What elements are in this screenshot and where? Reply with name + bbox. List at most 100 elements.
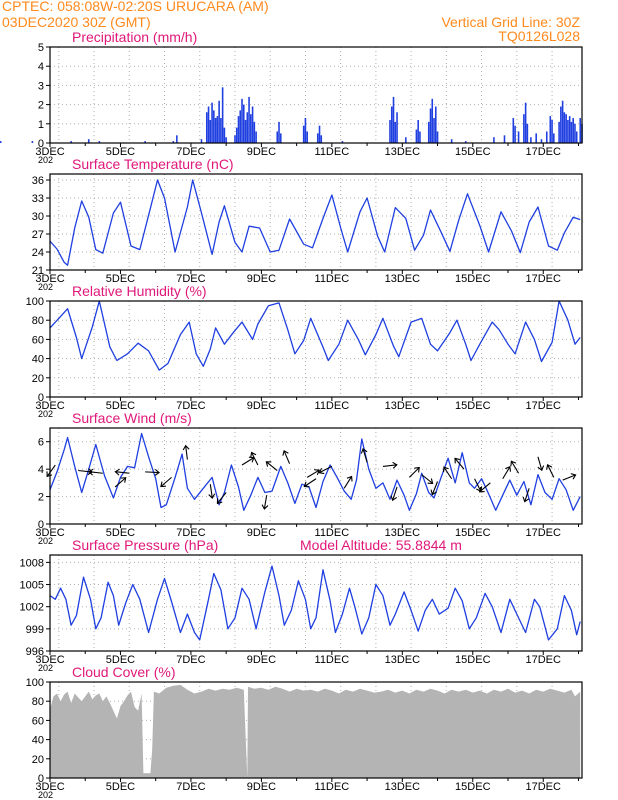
wind-arrow-shaft xyxy=(160,476,172,487)
wind-arrow-head xyxy=(505,465,511,472)
precip-bar xyxy=(450,139,453,143)
x-tick-label: 7DEC xyxy=(176,146,205,158)
x-tick-label: 7DEC xyxy=(176,654,205,666)
x-tick-label: 9DEC xyxy=(247,654,276,666)
x-tick-label: 3DEC xyxy=(35,781,64,793)
precip-bar xyxy=(205,112,208,143)
wind-arrow-shaft xyxy=(537,456,543,471)
precip-bar xyxy=(237,116,240,143)
wind-arrow-head xyxy=(392,461,398,469)
precip-bar xyxy=(563,112,566,143)
wind-arrow-shaft xyxy=(251,452,259,466)
y-tick-label: 100 xyxy=(26,296,44,308)
precip-bar xyxy=(434,106,437,143)
panel-wind: 0 2 4 6 3DEC 5DEC 7DEC 9DEC 11DEC 13DEC 15DEC 17DEC… xyxy=(35,410,583,546)
precip-bar xyxy=(320,135,323,143)
x-tick-label: 3DEC xyxy=(35,400,64,412)
y-tick-label: 30 xyxy=(32,211,44,223)
wind-arrow-head xyxy=(427,478,434,484)
precip-bar xyxy=(429,108,432,143)
panel-frame xyxy=(49,173,583,271)
y-tick-label: 60 xyxy=(32,715,44,727)
precip-bar xyxy=(211,102,213,143)
x-tick-label: 15DEC xyxy=(455,527,491,539)
wind-arrow-head xyxy=(282,449,289,456)
precip-bar xyxy=(549,116,552,143)
wind-arrow-head xyxy=(443,466,449,473)
precip-bar xyxy=(530,137,532,143)
precip-bar xyxy=(561,100,564,143)
panel-title: Surface Pressure (hPa) xyxy=(72,537,218,553)
precip-bar xyxy=(214,118,217,143)
precip-bar xyxy=(207,106,210,143)
wind-arrow xyxy=(88,468,103,476)
x-tick-label: 9DEC xyxy=(247,146,276,158)
wind-arrow-shaft xyxy=(562,474,576,481)
x-tick-label: 15DEC xyxy=(455,146,491,158)
precip-bar xyxy=(417,119,419,143)
precip-bar xyxy=(514,125,516,143)
wind-arrow-head xyxy=(303,481,310,488)
y-tick-label: 999 xyxy=(26,624,44,636)
precip-bar xyxy=(405,137,407,143)
precip-bar xyxy=(87,139,90,143)
wind-arrow xyxy=(46,464,56,478)
wind-arrow-head xyxy=(154,468,161,476)
y-tick-label: 0 xyxy=(38,138,44,150)
wind-arrow xyxy=(114,477,127,488)
wind-arrow-head xyxy=(546,464,553,470)
precip-bar xyxy=(419,131,421,143)
precip-bar xyxy=(540,139,543,143)
precip-bar xyxy=(244,119,247,143)
x-tick-label: 9DEC xyxy=(247,273,276,285)
x-tick-label: 17DEC xyxy=(526,654,562,666)
panel-temp: 21 24 27 30 33 36 3DEC 5DEC 7DEC 9DEC 11DEC 13DEC 15… xyxy=(32,156,583,292)
precip-bar xyxy=(304,118,307,143)
precip-bar xyxy=(427,121,430,143)
wind-arrow-head xyxy=(414,466,420,473)
precip-bar xyxy=(396,112,398,143)
precip-bar xyxy=(302,125,305,143)
x-year-stub: 202 xyxy=(38,790,53,800)
precip-bar xyxy=(0,141,2,143)
precip-bar xyxy=(213,110,215,143)
precip-bar xyxy=(172,141,175,143)
precip-bar xyxy=(545,131,548,143)
wind-arrow-shaft xyxy=(454,458,465,470)
x-tick-label: 7DEC xyxy=(176,273,205,285)
precip-bar xyxy=(255,131,257,143)
wind-arrow-shaft xyxy=(502,466,511,480)
wind-arrow-shaft xyxy=(88,471,103,474)
precip-bar xyxy=(574,123,576,143)
y-tick-label: 21 xyxy=(32,265,44,277)
rh-series-line xyxy=(49,300,581,371)
y-tick-label: 1008 xyxy=(20,557,44,569)
precip-bar xyxy=(276,131,279,143)
wind-arrow xyxy=(343,475,353,489)
x-year-stub: 202 xyxy=(38,536,53,546)
precip-bar xyxy=(575,131,578,143)
wind-arrow-shaft xyxy=(524,488,530,502)
wind-arrow xyxy=(318,465,333,475)
x-tick-label: 13DEC xyxy=(385,781,421,793)
y-tick-label: 1002 xyxy=(20,602,44,614)
x-tick-label: 15DEC xyxy=(455,781,491,793)
wind-arrow xyxy=(537,456,545,472)
x-tick-label: 5DEC xyxy=(106,527,135,539)
wind-arrow xyxy=(250,451,259,466)
y-tick-label: 1 xyxy=(38,119,44,131)
wind-arrow xyxy=(216,492,227,505)
wind-arrow-shaft xyxy=(382,464,397,467)
x-tick-label: 3DEC xyxy=(35,527,64,539)
x-tick-label: 17DEC xyxy=(526,527,562,539)
wind-arrow xyxy=(454,457,465,470)
wind-arrow-head xyxy=(120,477,127,483)
wind-arrow-shaft xyxy=(443,466,453,480)
wind-arrow xyxy=(160,476,172,488)
y-tick-label: 40 xyxy=(32,735,44,747)
precip-bar xyxy=(526,123,529,143)
wind-series-line xyxy=(49,432,581,511)
precip-bar xyxy=(239,110,242,143)
precip-bar xyxy=(436,131,439,143)
precip-bar xyxy=(570,121,573,143)
